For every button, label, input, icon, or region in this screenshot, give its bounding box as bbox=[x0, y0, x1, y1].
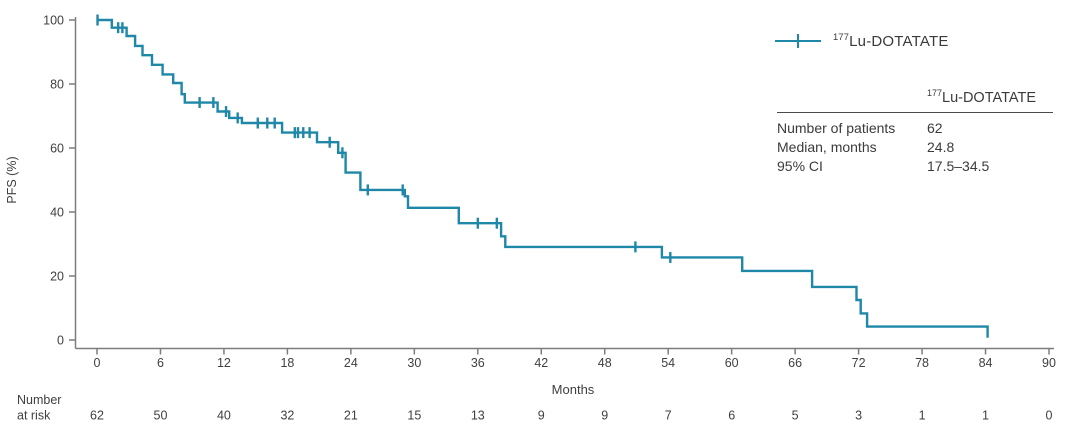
x-tick-label: 6 bbox=[157, 356, 164, 370]
stats-value: 62 bbox=[927, 119, 943, 136]
risk-value: 21 bbox=[344, 409, 358, 423]
y-tick-label: 20 bbox=[50, 270, 64, 284]
x-tick-label: 90 bbox=[1042, 356, 1056, 370]
stats-table-rule bbox=[777, 111, 1053, 113]
stats-header-isotope: 177 bbox=[927, 88, 942, 98]
x-tick-label: 12 bbox=[217, 356, 231, 370]
risk-value: 13 bbox=[471, 409, 485, 423]
legend-label: 177Lu-DOTATATE bbox=[833, 32, 949, 50]
stats-label: 95% CI bbox=[777, 157, 823, 174]
x-tick-label: 24 bbox=[344, 356, 358, 370]
x-tick-label: 78 bbox=[915, 356, 929, 370]
x-axis: 0 6 12 18 24 30 36 42 48 54 60 66 72 78 84 90 bbox=[75, 347, 1056, 370]
risk-value: 9 bbox=[538, 409, 545, 423]
risk-table-label: at risk bbox=[17, 409, 51, 423]
stats-header-drug: Lu-DOTATATE bbox=[942, 89, 1036, 106]
x-tick-label: 30 bbox=[407, 356, 421, 370]
stats-value: 17.5–34.5 bbox=[927, 157, 990, 174]
risk-table-label: Number bbox=[17, 393, 61, 407]
y-axis: 0 20 40 60 80 100 bbox=[43, 14, 77, 349]
stats-label: Number of patients bbox=[777, 119, 896, 136]
risk-value: 6 bbox=[728, 409, 735, 423]
legend: 177Lu-DOTATATE bbox=[775, 30, 949, 52]
stats-table-header: 177Lu-DOTATATE bbox=[927, 84, 1053, 108]
legend-isotope: 177 bbox=[833, 32, 850, 42]
risk-value: 7 bbox=[665, 409, 672, 423]
x-axis-label: Months bbox=[552, 382, 595, 397]
risk-value: 62 bbox=[90, 409, 104, 423]
y-axis-label: PFS (%) bbox=[5, 156, 19, 203]
risk-value: 3 bbox=[855, 409, 862, 423]
x-tick-label: 66 bbox=[788, 356, 802, 370]
x-tick-label: 48 bbox=[598, 356, 612, 370]
stats-label: Median, months bbox=[777, 138, 877, 155]
risk-value: 40 bbox=[217, 409, 231, 423]
stats-row-median: Median, months 24.8 bbox=[777, 138, 1053, 157]
legend-line-marker bbox=[775, 34, 821, 48]
x-tick-label: 36 bbox=[471, 356, 485, 370]
risk-value: 1 bbox=[982, 409, 989, 423]
x-tick-label: 18 bbox=[280, 356, 294, 370]
risk-value: 32 bbox=[280, 409, 294, 423]
stats-row-patients: Number of patients 62 bbox=[777, 119, 1053, 138]
stats-row-ci: 95% CI 17.5–34.5 bbox=[777, 157, 1053, 176]
risk-value: 9 bbox=[601, 409, 608, 423]
risk-value: 0 bbox=[1046, 409, 1053, 423]
y-tick-label: 0 bbox=[57, 334, 64, 348]
y-tick-label: 60 bbox=[50, 142, 64, 156]
y-tick-label: 80 bbox=[50, 78, 64, 92]
risk-value: 5 bbox=[792, 409, 799, 423]
stats-table: 177Lu-DOTATATE Number of patients 62 Med… bbox=[777, 84, 1053, 176]
risk-value: 15 bbox=[407, 409, 421, 423]
legend-drug-name: Lu-DOTATATE bbox=[849, 33, 949, 50]
censor-marks bbox=[96, 14, 672, 263]
x-tick-label: 72 bbox=[852, 356, 866, 370]
risk-value: 1 bbox=[919, 409, 926, 423]
x-tick-label: 42 bbox=[534, 356, 548, 370]
x-tick-label: 0 bbox=[94, 356, 101, 370]
x-tick-label: 84 bbox=[979, 356, 993, 370]
risk-value: 50 bbox=[154, 409, 168, 423]
legend-censor-tick bbox=[796, 34, 799, 48]
pfs-curve bbox=[97, 18, 989, 338]
x-tick-label: 54 bbox=[661, 356, 675, 370]
risk-table: Number at risk 62 50 40 32 21 15 13 9 9 7 6 5 3 1 1 0 bbox=[17, 393, 1053, 423]
stats-value: 24.8 bbox=[927, 138, 955, 155]
x-tick-label: 60 bbox=[725, 356, 739, 370]
y-tick-label: 100 bbox=[43, 14, 64, 28]
y-tick-label: 40 bbox=[50, 206, 64, 220]
